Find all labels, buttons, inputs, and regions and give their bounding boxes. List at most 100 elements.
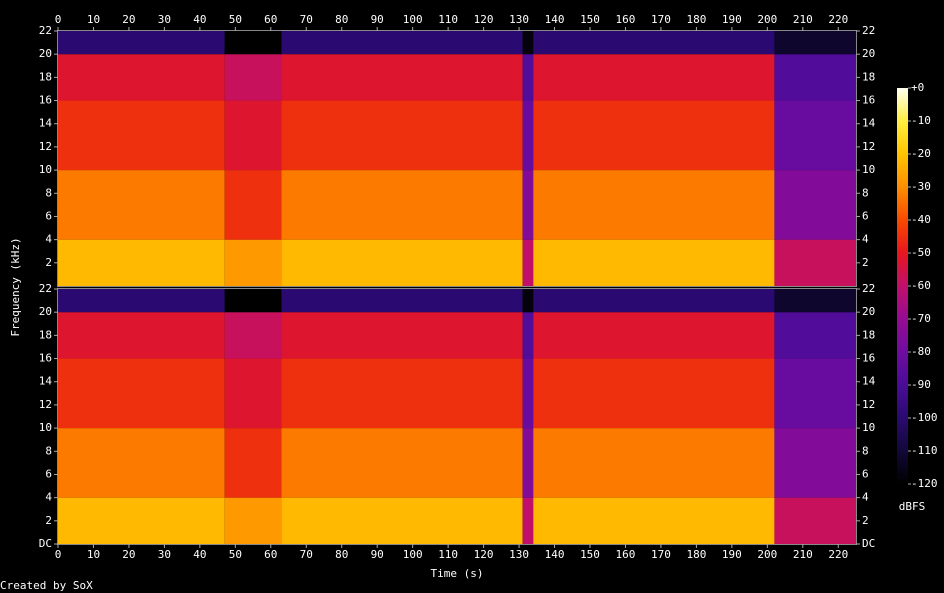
x-tick-label: 180: [686, 13, 706, 26]
spectrum-cell: [281, 54, 523, 101]
x-tick-label: 90: [371, 548, 384, 561]
spectrum-cell: [774, 100, 856, 171]
y-tick-label: 4: [862, 491, 869, 504]
x-tick-label: 20: [122, 13, 135, 26]
y-tick-label: 2: [862, 514, 869, 527]
spectrum-cell: [774, 312, 856, 359]
colorbar-tick-label: -20: [911, 147, 931, 160]
y-tick-label: 6: [45, 209, 52, 222]
spectrum-cell: [58, 239, 225, 286]
spectrum-cell: [224, 289, 282, 313]
x-axis-label: Time (s): [431, 567, 484, 580]
spectrum-cell: [522, 358, 534, 429]
colorbar-tick-label: -10: [911, 114, 931, 127]
colorbar-tick-label: -100: [911, 411, 938, 424]
y-tick-label: 20: [862, 47, 875, 60]
x-tick-label: 10: [87, 13, 100, 26]
spectrum-cell: [774, 358, 856, 429]
spectrum-cell: [58, 289, 225, 313]
spectrum-cell: [533, 428, 775, 498]
x-tick-label: 50: [229, 13, 242, 26]
spectrum-cell: [281, 289, 523, 313]
x-tick-label: 170: [651, 548, 671, 561]
y-tick-label: 2: [862, 256, 869, 269]
y-tick-label: 2: [45, 256, 52, 269]
x-tick-label: 80: [335, 548, 348, 561]
colorbar-label: dBFS: [899, 500, 926, 513]
spectrum-cell: [224, 239, 282, 286]
y-tick-label: 4: [45, 233, 52, 246]
x-tick-label: 160: [616, 13, 636, 26]
x-tick-label: 110: [438, 548, 458, 561]
y-tick-label: 18: [39, 70, 52, 83]
x-tick-label: 100: [403, 548, 423, 561]
y-tick-label: 20: [39, 305, 52, 318]
y-tick-label: 16: [39, 94, 52, 107]
colorbar-tick-label: -90: [911, 378, 931, 391]
y-tick-label: 12: [39, 398, 52, 411]
y-tick-label: 8: [862, 444, 869, 457]
spectrum-cell: [522, 31, 534, 55]
y-tick-label: 20: [39, 47, 52, 60]
y-tick-label: 8: [45, 444, 52, 457]
spectrum-cell: [522, 312, 534, 359]
x-tick-label: 30: [158, 13, 171, 26]
x-tick-label: 60: [264, 548, 277, 561]
spectrum-cell: [533, 54, 775, 101]
footer: Created by SoX: [0, 579, 93, 592]
x-tick-label: 80: [335, 13, 348, 26]
colorbar-tick-label: +0: [911, 81, 924, 94]
x-tick-label: 170: [651, 13, 671, 26]
y-tick-label: 12: [39, 140, 52, 153]
spectrum-cell: [58, 358, 225, 429]
x-tick-label: 40: [193, 548, 206, 561]
y-tick-label: 6: [862, 209, 869, 222]
spectrum-cell: [224, 31, 282, 55]
x-tick-label: 130: [509, 13, 529, 26]
y-tick-label: 16: [39, 352, 52, 365]
spectrum-cell: [774, 428, 856, 498]
x-tick-label: 50: [229, 548, 242, 561]
colorbar: [897, 88, 908, 484]
y-tick-label: 14: [39, 375, 53, 388]
x-tick-label: 140: [545, 548, 565, 561]
spectrum-cell: [533, 31, 775, 55]
x-tick-label: 70: [300, 13, 313, 26]
spectrum-cell: [533, 170, 775, 240]
spectrum-cell: [58, 497, 225, 544]
spectrum-cell: [774, 31, 856, 55]
x-tick-label: 210: [793, 13, 813, 26]
x-tick-label: 150: [580, 548, 600, 561]
x-tick-label: 20: [122, 548, 135, 561]
x-tick-label: 0: [55, 548, 62, 561]
spectrum-cell: [522, 170, 534, 240]
spectrum-cell: [281, 358, 523, 429]
y-tick-label: 10: [862, 163, 875, 176]
x-tick-label: 130: [509, 548, 529, 561]
x-tick-label: 70: [300, 548, 313, 561]
y-tick-label: 14: [39, 117, 53, 130]
spectrum-cell: [224, 497, 282, 544]
y-tick-label: 16: [862, 94, 875, 107]
y-tick-label: 12: [862, 398, 875, 411]
spectrum-cell: [522, 239, 534, 286]
spectrum-cell: [522, 497, 534, 544]
spectrum-cell: [58, 170, 225, 240]
y-tick-label: 22: [862, 282, 875, 295]
colorbar-tick-label: -70: [911, 312, 931, 325]
y-tick-label: 10: [862, 421, 875, 434]
y-tick-label: 18: [862, 70, 875, 83]
x-tick-label: 220: [828, 548, 848, 561]
y-tick-label: 22: [39, 24, 52, 37]
y-tick-label: 8: [862, 186, 869, 199]
colorbar-tick-label: -110: [911, 444, 938, 457]
x-tick-label: 40: [193, 13, 206, 26]
spectrum-cell: [281, 312, 523, 359]
spectrum-cell: [58, 428, 225, 498]
colorbar-tick-label: -60: [911, 279, 931, 292]
x-tick-label: 200: [757, 548, 777, 561]
spectrum-cell: [58, 54, 225, 101]
y-tick-label: 4: [862, 233, 869, 246]
spectrum-cell: [281, 428, 523, 498]
